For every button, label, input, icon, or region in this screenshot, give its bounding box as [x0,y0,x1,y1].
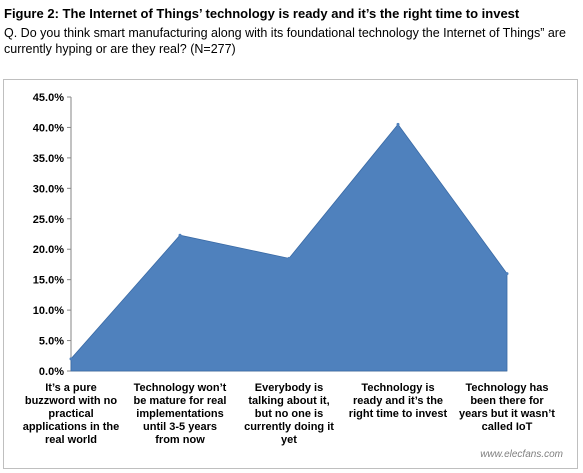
watermark: www.elecfans.com [480,449,563,460]
y-tick-label: 25.0% [33,214,64,226]
x-category-line: called IoT [481,421,533,433]
x-category-line: Technology is [361,382,435,394]
x-category-line: applications in the [22,421,120,433]
data-point [396,122,400,126]
chart-frame: 0.0% 5.0% 10.0% 15.0% 20.0% 25.0% 30.0% 35.0% 40… [3,79,578,469]
x-category-line: currently doing it [244,421,334,433]
x-category-line: practical [48,408,94,420]
area-chart: 0.0% 5.0% 10.0% 15.0% 20.0% 25.0% 30.0% 35.0% 40… [33,92,509,378]
x-category-line: implementations [136,408,224,420]
y-tick-label: 15.0% [33,275,64,287]
x-category-line: real world [45,434,97,446]
x-category-label: It’s a pure buzzword with no practical appl… [15,382,127,447]
y-tick-label: 20.0% [33,244,64,256]
x-category-line: right time to invest [348,408,448,420]
x-category-label: Technology has been there for years but it… [451,382,563,434]
x-category-line: buzzword with no [24,395,118,407]
data-point [287,256,291,260]
x-category-line: from now [155,434,205,446]
y-tick-label: 10.0% [33,305,64,317]
x-category-line: yet [281,434,297,446]
x-category-label: Technology won’t be mature for real implem… [124,382,236,447]
x-category-line: been there for [470,395,544,407]
x-category-label: Technology is ready and it’s the right tim… [342,382,454,421]
x-category-label: Everybody is talking about it, but no one … [233,382,345,447]
x-category-line: be mature for real [133,395,227,407]
area-series [70,123,508,372]
y-tick-label: 30.0% [33,183,64,195]
x-category-line: years but it wasn’t [459,408,555,420]
x-category-line: ready and it’s the [352,395,444,407]
y-tick-label: 5.0% [39,336,64,348]
data-point [178,233,182,237]
figure-title: Figure 2: The Internet of Things’ techno… [4,6,520,21]
y-tick-label: 40.0% [33,122,64,134]
survey-question: Q. Do you think smart manufacturing alon… [4,26,566,56]
y-tick-label: 45.0% [33,92,64,104]
data-point [69,357,73,361]
x-category-line: talking about it, [248,395,330,407]
x-category-line: Everybody is [254,382,324,394]
y-tick-label: 35.0% [33,153,64,165]
x-category-line: Technology has [465,382,549,394]
x-category-line: Technology won’t [133,382,227,394]
x-category-line: but no one is [254,408,324,420]
x-category-line: It’s a pure [45,382,97,394]
data-point [505,272,509,276]
x-category-line: until 3-5 years [143,421,217,433]
y-tick-label: 0.0% [39,366,64,378]
